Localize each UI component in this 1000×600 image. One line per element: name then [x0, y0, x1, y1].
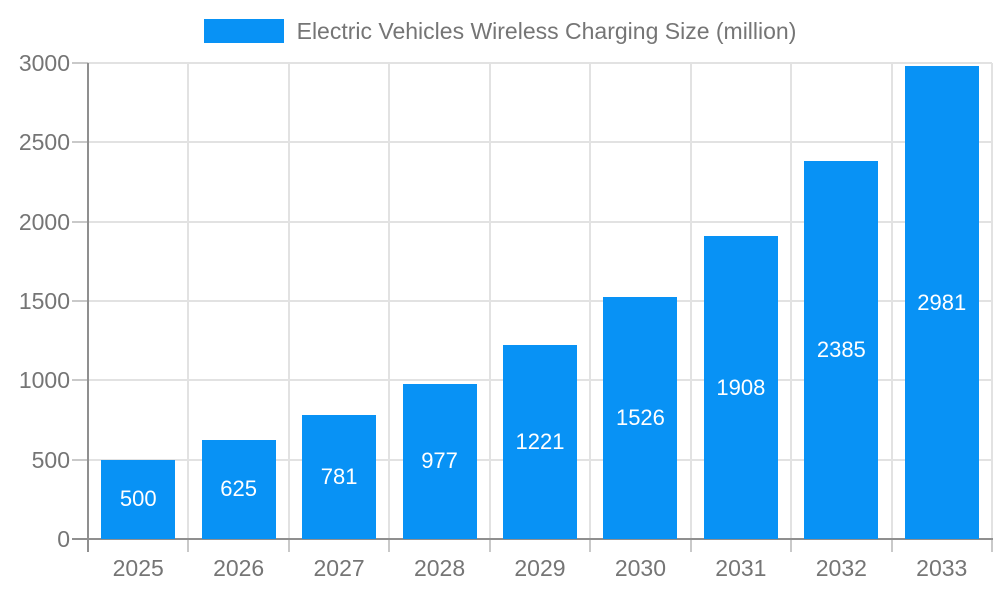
- x-tick-mark: [388, 539, 391, 552]
- x-tick-mark: [589, 539, 592, 552]
- y-tick-label: 500: [31, 446, 70, 473]
- bar-value-label: 2981: [917, 289, 967, 315]
- h-gridline: [88, 62, 992, 64]
- y-axis-line: [87, 63, 89, 552]
- y-tick-mark: [72, 62, 88, 64]
- bar-value-label: 1908: [716, 374, 766, 400]
- y-tick-mark: [72, 141, 88, 144]
- legend: Electric Vehicles Wireless Charging Size…: [0, 12, 1000, 50]
- x-tick-label: 2028: [413, 555, 466, 581]
- bar: [904, 66, 979, 539]
- bar-value-label: 1221: [515, 429, 565, 455]
- v-gridline: [488, 63, 491, 539]
- bar: [201, 439, 276, 539]
- x-tick-mark: [287, 539, 290, 552]
- x-tick-label: 2033: [916, 555, 968, 581]
- y-tick-label: 2000: [18, 208, 70, 235]
- h-gridline: [88, 300, 992, 302]
- bar: [804, 160, 879, 539]
- x-tick-label: 2030: [614, 555, 667, 581]
- legend-label: Electric Vehicles Wireless Charging Size…: [296, 17, 797, 44]
- y-tick-label: 1000: [18, 367, 70, 394]
- x-tick-mark: [689, 539, 692, 552]
- bar: [703, 236, 778, 539]
- bar: [603, 296, 678, 539]
- bar-value-label: 1526: [615, 404, 665, 430]
- x-tick-label: 2032: [815, 555, 867, 581]
- x-tick-label: 2026: [213, 555, 265, 581]
- x-tick-mark: [187, 539, 190, 552]
- v-gridline: [589, 63, 592, 539]
- x-tick-label: 2025: [112, 555, 164, 581]
- h-gridline: [88, 220, 992, 223]
- x-tick-mark: [991, 539, 993, 552]
- v-gridline: [187, 63, 190, 539]
- y-tick-mark: [72, 220, 88, 223]
- v-gridline: [790, 63, 793, 539]
- y-tick-mark: [72, 379, 88, 382]
- x-tick-label: 2031: [715, 555, 767, 581]
- bar: [302, 415, 377, 539]
- v-gridline: [890, 63, 893, 539]
- bar-value-label: 2385: [816, 336, 866, 362]
- v-gridline: [287, 63, 290, 539]
- legend-swatch: [203, 19, 284, 43]
- y-tick-mark: [72, 458, 88, 461]
- bar: [101, 459, 176, 539]
- x-tick-mark: [488, 539, 491, 552]
- x-axis-line: [72, 538, 993, 540]
- y-tick-label: 1500: [18, 288, 70, 314]
- y-tick-mark: [72, 300, 88, 302]
- v-gridline: [991, 63, 993, 539]
- bar-value-label: 625: [220, 476, 258, 502]
- x-tick-mark: [890, 539, 893, 552]
- v-gridline: [388, 63, 391, 539]
- bar: [402, 383, 477, 539]
- bar-value-label: 781: [320, 464, 358, 490]
- x-tick-label: 2029: [514, 555, 566, 581]
- bar-value-label: 500: [119, 486, 157, 512]
- v-gridline: [689, 63, 692, 539]
- bar: [503, 345, 577, 539]
- bar-value-label: 977: [421, 448, 458, 474]
- y-tick-label: 2500: [18, 129, 70, 156]
- y-tick-label: 0: [57, 526, 70, 552]
- y-tick-label: 3000: [18, 50, 70, 76]
- x-tick-mark: [790, 539, 793, 552]
- x-tick-label: 2027: [313, 555, 365, 581]
- h-gridline: [88, 141, 992, 144]
